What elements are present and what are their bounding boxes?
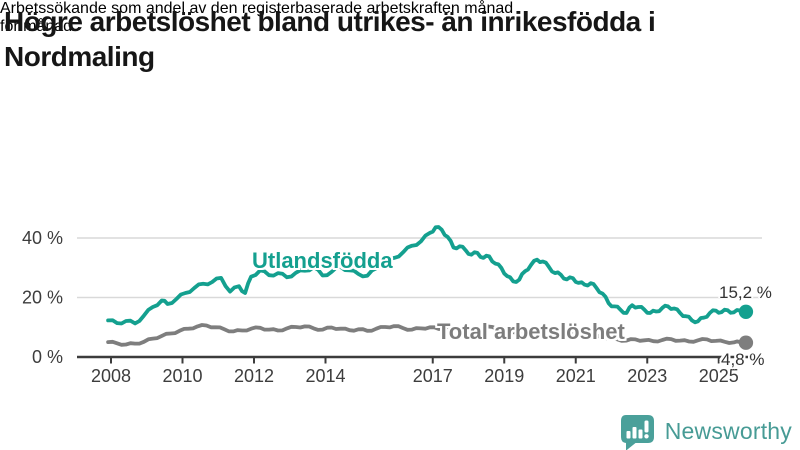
series-line-total-arbetsloshet [106, 323, 748, 347]
series-lines [106, 225, 748, 347]
end-value-total-arbetsloshet: 4,8 % [721, 350, 765, 369]
newsworthy-logo: Newsworthy [618, 412, 792, 450]
series-line-utlandsfodda [106, 225, 748, 326]
y-tick-label: 0 % [32, 347, 63, 367]
x-tick-label: 2025 [699, 366, 739, 386]
series-end-dot-total-arbetsloshet [738, 335, 754, 350]
x-tick-label: 2014 [305, 366, 345, 386]
series-end-dot-utlandsfodda [738, 304, 754, 319]
x-tick-label: 2010 [162, 366, 202, 386]
gridlines [77, 237, 762, 299]
axis-tick-labels: 2008 2010 2012 2014 2017 2019 2021 2023 2025 0 % 2… [22, 228, 739, 386]
newsworthy-wordmark: Newsworthy [664, 417, 792, 444]
series-label-total-arbetsloshet: Total arbetslöshet [437, 319, 625, 344]
newsworthy-logo-icon [620, 415, 654, 450]
page-title: Högre arbetslöshet bland utrikes- än inr… [4, 4, 796, 74]
x-tick-label: 2019 [484, 366, 524, 386]
x-tick-label: 2023 [627, 366, 667, 386]
chart-subtitle-line-2: för månad. [0, 18, 77, 35]
series-label-utlandsfodda: Utlandsfödda [252, 248, 393, 273]
end-value-utlandsfodda: 15,2 % [719, 283, 772, 302]
page-title-line-1: Högre arbetslöshet bland utrikes- än inr… [4, 6, 656, 37]
x-tick-label: 2008 [91, 366, 131, 386]
y-tick-label: 20 % [22, 288, 63, 308]
page-title-line-2: Nordmaling [4, 41, 155, 72]
y-tick-label: 40 % [22, 228, 63, 248]
x-tick-label: 2021 [556, 366, 596, 386]
x-tick-label: 2012 [234, 366, 274, 386]
x-axis [77, 355, 762, 364]
x-tick-label: 2017 [413, 366, 453, 386]
chart-subtitle-line-1: Arbetssökande som andel av den registerb… [0, 0, 514, 17]
series-end-dots [738, 304, 754, 350]
